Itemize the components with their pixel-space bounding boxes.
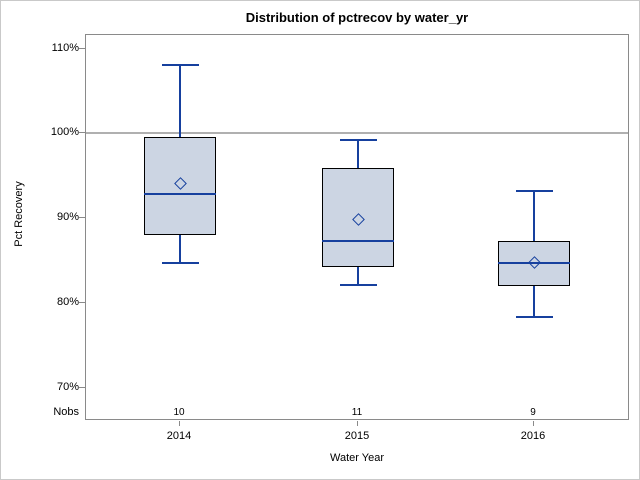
whisker-stem-top — [357, 140, 359, 169]
y-tick-label: 90% — [56, 211, 79, 224]
y-tick-mark — [79, 217, 85, 219]
y-tick-mark — [79, 386, 85, 388]
whisker-cap-top — [161, 63, 199, 66]
nobs-value: 10 — [173, 407, 185, 418]
y-tick-label: 100% — [50, 126, 79, 139]
y-tick-label: 70% — [56, 380, 79, 393]
x-tick-mark — [179, 421, 180, 426]
x-tick-label: 2014 — [166, 430, 192, 442]
x-tick-mark — [533, 421, 534, 426]
whisker-stem-top — [533, 190, 535, 241]
x-tick-mark — [357, 421, 358, 426]
y-axis-title: Pct Recovery — [13, 181, 25, 247]
reference-line-100pct — [86, 132, 628, 135]
whisker-stem-bottom — [357, 267, 359, 286]
y-tick-mark — [79, 47, 85, 49]
x-axis-title: Water Year — [329, 452, 384, 464]
x-tick-label: 2016 — [520, 430, 546, 442]
y-tick-mark — [79, 301, 85, 303]
nobs-label: Nobs — [53, 406, 79, 418]
whisker-stem-bottom — [179, 235, 181, 264]
whisker-stem-bottom — [533, 285, 535, 318]
box — [144, 136, 216, 236]
y-tick-label: 110% — [51, 41, 79, 54]
median-line — [144, 193, 216, 196]
whisker-cap-top — [339, 139, 377, 142]
chart-title: Distribution of pctrecov by water_yr — [245, 10, 469, 25]
whisker-cap-bottom — [339, 284, 377, 287]
median-line — [322, 239, 394, 242]
whisker-cap-bottom — [515, 316, 553, 319]
whisker-cap-top — [515, 189, 553, 192]
x-tick-label: 2015 — [344, 430, 370, 442]
whisker-cap-bottom — [161, 262, 199, 265]
box — [322, 168, 394, 268]
whisker-stem-top — [179, 64, 181, 137]
y-tick-label: 80% — [56, 295, 79, 308]
nobs-value: 9 — [530, 407, 536, 418]
median-line — [498, 262, 570, 265]
nobs-value: 11 — [351, 407, 363, 418]
y-tick-mark — [79, 132, 85, 134]
plot-area — [85, 34, 629, 420]
